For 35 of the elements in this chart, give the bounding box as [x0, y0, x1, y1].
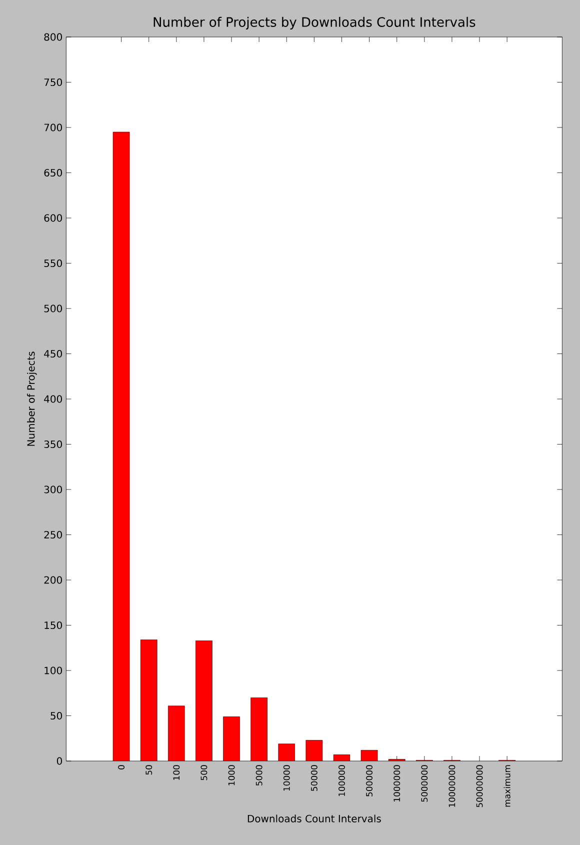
x-tick-label: 5000000 [421, 765, 428, 802]
x-tick-label: 5000 [256, 765, 262, 786]
y-tick-label: 100 [44, 666, 62, 674]
x-tick-label: 500 [200, 765, 208, 780]
y-tick-label: 50 [50, 712, 62, 720]
y-tick-label: 350 [44, 440, 62, 448]
y-axis-title: Number of Projects [26, 352, 37, 446]
x-tick-label: 100 [173, 765, 180, 780]
y-tick-label: 650 [44, 168, 62, 177]
x-tick-label: 0 [118, 765, 124, 770]
x-tick-label: 50 [146, 765, 152, 775]
y-tick-label: 700 [44, 124, 62, 132]
x-tick-label: 100000 [338, 765, 345, 796]
x-tick-label: 500000 [366, 765, 372, 796]
x-tick-label: 50000 [310, 765, 318, 791]
x-tick-label: 10000 [283, 765, 290, 791]
chart-title: Number of Projects by Downloads Count Intervals [154, 16, 476, 30]
y-tick-label: 450 [44, 350, 62, 358]
y-tick-label: 250 [44, 530, 62, 539]
y-tick-label: 300 [44, 486, 62, 494]
x-tick-label: 1000000 [394, 765, 400, 802]
y-tick-label: 400 [44, 395, 62, 403]
x-tick-label: 10000000 [448, 765, 456, 807]
x-axis-title: Downloads Count Intervals [248, 814, 381, 822]
y-tick-label: 550 [44, 259, 62, 268]
x-tick-label: maximum [504, 765, 510, 807]
y-tick-label: 200 [44, 576, 62, 584]
y-tick-label: 500 [44, 304, 62, 312]
x-tick-label: 50000000 [476, 765, 483, 808]
y-tick-label: 800 [44, 33, 62, 41]
x-tick-label: 1000 [228, 765, 235, 786]
y-tick-label: 750 [44, 78, 62, 86]
y-tick-label: 0 [56, 757, 62, 765]
y-tick-label: 600 [44, 214, 62, 222]
y-tick-label: 150 [44, 621, 62, 630]
